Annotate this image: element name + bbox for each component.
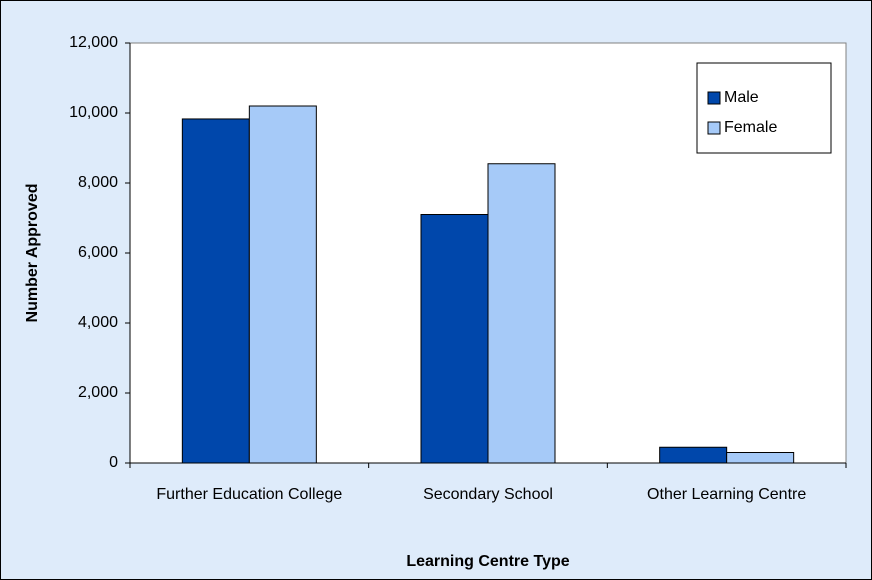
legend-label: Male <box>724 89 759 106</box>
y-tick-label: 2,000 <box>78 384 118 401</box>
x-tick-label: Secondary School <box>423 486 553 503</box>
bar <box>487 163 556 464</box>
y-tick-label: 6,000 <box>78 244 118 261</box>
bar <box>659 446 728 464</box>
y-tick-label: 12,000 <box>69 34 118 51</box>
y-tick-label: 10,000 <box>69 104 118 121</box>
legend-box <box>696 62 832 154</box>
y-tick-label: 4,000 <box>78 314 118 331</box>
x-tick-label: Other Learning Centre <box>647 486 807 503</box>
legend-swatch <box>707 121 721 135</box>
x-tick-label: Further Education College <box>156 486 343 503</box>
legend-swatch <box>707 91 721 105</box>
bar <box>420 214 489 464</box>
bar <box>248 105 317 464</box>
legend-label: Female <box>724 119 777 136</box>
x-axis-title: Learning Centre Type <box>406 553 569 570</box>
y-tick-label: 8,000 <box>78 174 118 191</box>
y-tick-label: 0 <box>109 454 118 471</box>
bar <box>181 118 250 464</box>
y-axis-title: Number Approved <box>24 184 41 323</box>
bar <box>726 452 795 464</box>
